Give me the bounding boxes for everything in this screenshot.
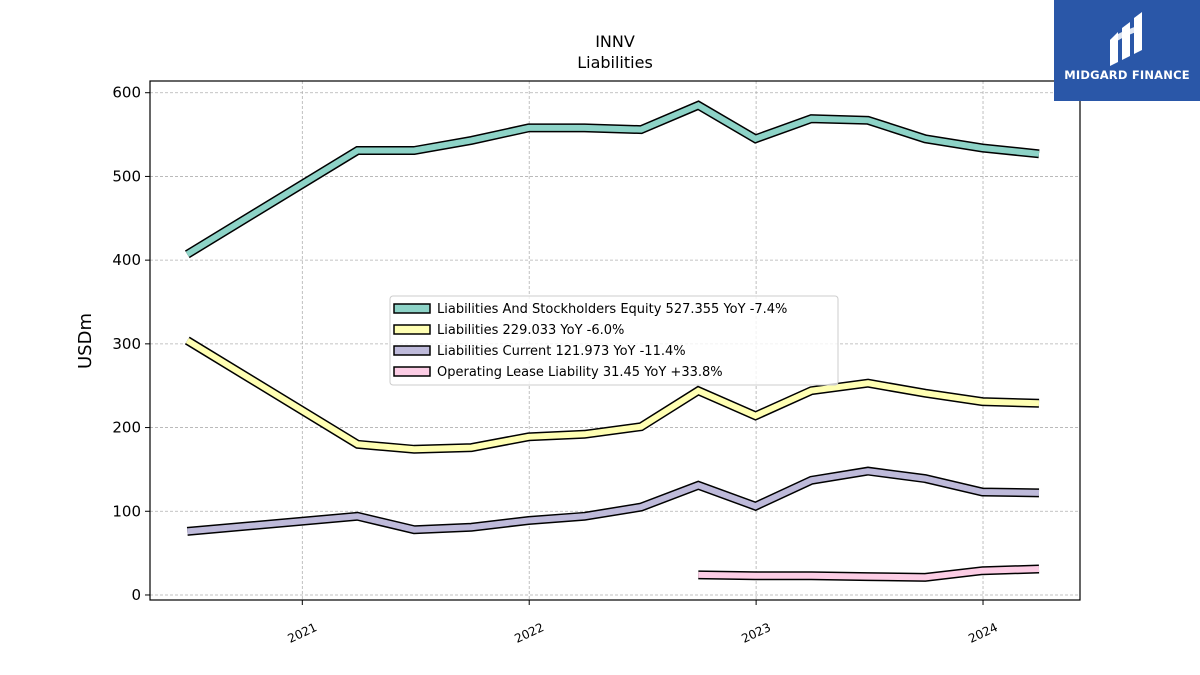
legend-swatch bbox=[393, 324, 431, 335]
series-line bbox=[187, 468, 1040, 535]
legend-entry: Operating Lease Liability 31.45 YoY +33.… bbox=[437, 365, 723, 380]
series-line bbox=[185, 101, 1040, 257]
x-tick-label: 2023 bbox=[739, 620, 773, 646]
legend-entry: Liabilities And Stockholders Equity 527.… bbox=[437, 302, 787, 317]
brand-logo: MIDGARD FINANCE bbox=[1054, 0, 1200, 101]
y-tick-label: 200 bbox=[112, 419, 141, 437]
y-tick-label: 600 bbox=[112, 84, 141, 102]
series-3 bbox=[698, 564, 1040, 582]
series-line bbox=[185, 337, 1040, 453]
x-tick-label: 2021 bbox=[286, 620, 320, 646]
series-2 bbox=[186, 466, 1040, 536]
series-line bbox=[698, 566, 1040, 581]
brand-name: MIDGARD FINANCE bbox=[1064, 68, 1190, 82]
series-group bbox=[184, 100, 1040, 582]
series-0 bbox=[184, 100, 1040, 259]
chart-subtitle: Liabilities bbox=[577, 53, 653, 72]
legend-box bbox=[389, 295, 839, 386]
x-tick-label: 2024 bbox=[966, 620, 1000, 646]
plot-frame bbox=[149, 80, 1081, 601]
y-axis-label: USDm bbox=[75, 313, 96, 369]
axes: 0 100 200 300 400 500 600 2021 2022 2023 2024 bbox=[112, 84, 999, 646]
y-tick-label: 0 bbox=[131, 586, 141, 604]
midgard-logo-icon bbox=[1110, 12, 1142, 66]
grid bbox=[150, 81, 1080, 600]
legend-swatch bbox=[393, 303, 431, 314]
y-tick-label: 400 bbox=[112, 251, 141, 269]
y-tick-label: 500 bbox=[112, 167, 141, 185]
legend: Liabilities And Stockholders Equity 527.… bbox=[389, 295, 839, 386]
legend-swatch bbox=[393, 345, 431, 356]
legend-swatch bbox=[393, 366, 431, 377]
series-1 bbox=[184, 336, 1040, 454]
x-tick-label: 2022 bbox=[512, 620, 546, 646]
y-tick-label: 300 bbox=[112, 335, 141, 353]
legend-entry: Liabilities Current 121.973 YoY -11.4% bbox=[437, 344, 686, 359]
chart-title: INNV bbox=[595, 32, 635, 51]
y-tick-label: 100 bbox=[112, 502, 141, 520]
legend-entry: Liabilities 229.033 YoY -6.0% bbox=[437, 323, 624, 338]
